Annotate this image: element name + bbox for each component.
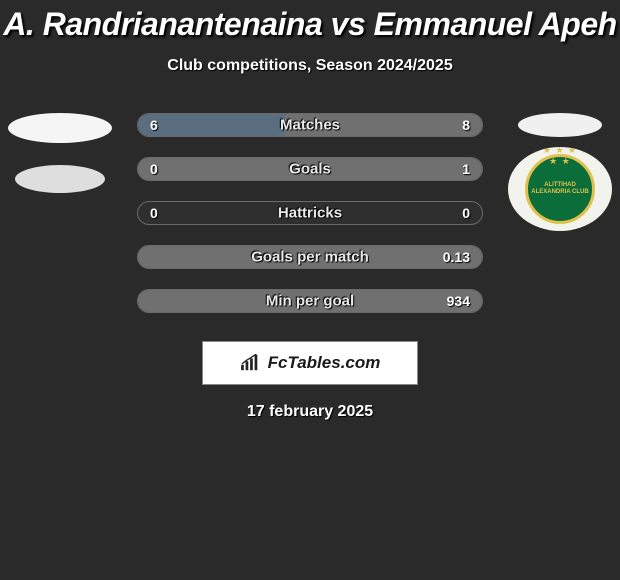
left-bar: [138, 114, 285, 136]
page-title: A. Randrianantenaina vs Emmanuel Apeh: [0, 0, 620, 43]
stat-row: 6Matches8: [137, 113, 483, 137]
right-player-column: ★ ★ ★ ★ ★ ★ ★ ALITTIHAD ALEXANDRIA CLUB: [500, 113, 620, 231]
badge-text: ALITTIHAD ALEXANDRIA CLUB: [528, 182, 592, 195]
stat-label: Hattricks: [138, 205, 482, 222]
left-value: 0: [150, 205, 158, 221]
brand-label: FcTables.com: [268, 353, 381, 373]
comparison-card: A. Randrianantenaina vs Emmanuel Apeh Cl…: [0, 0, 620, 580]
right-bar: [138, 158, 482, 180]
left-player-avatar: [8, 113, 112, 143]
stats-area: ★ ★ ★ ★ ★ ★ ★ ALITTIHAD ALEXANDRIA CLUB …: [0, 113, 620, 313]
stat-row: Min per goal934: [137, 289, 483, 313]
right-value: 0: [462, 205, 470, 221]
badge-emblem: ★ ★ ★ ★ ★ ★ ★ ALITTIHAD ALEXANDRIA CLUB: [525, 154, 595, 224]
right-bar: [285, 114, 482, 136]
brand-chart-icon: [240, 354, 262, 372]
stat-rows: 6Matches8 0Goals1 0Hattricks0 Goals per mat…: [137, 113, 483, 313]
subtitle: Club competitions, Season 2024/2025: [0, 57, 620, 75]
badge-stars-icon: ★ ★ ★ ★ ★ ★ ★: [528, 147, 592, 167]
right-bar: [138, 290, 482, 312]
right-club-badge: ★ ★ ★ ★ ★ ★ ★ ALITTIHAD ALEXANDRIA CLUB: [508, 147, 612, 231]
right-bar: [138, 246, 482, 268]
stat-row: 0Hattricks0: [137, 201, 483, 225]
right-player-avatar: [518, 113, 602, 137]
left-club-badge: [15, 165, 105, 193]
left-player-column: [0, 113, 120, 193]
brand-watermark[interactable]: FcTables.com: [202, 341, 418, 385]
stat-row: Goals per match0.13: [137, 245, 483, 269]
date-label: 17 february 2025: [0, 403, 620, 421]
stat-row: 0Goals1: [137, 157, 483, 181]
